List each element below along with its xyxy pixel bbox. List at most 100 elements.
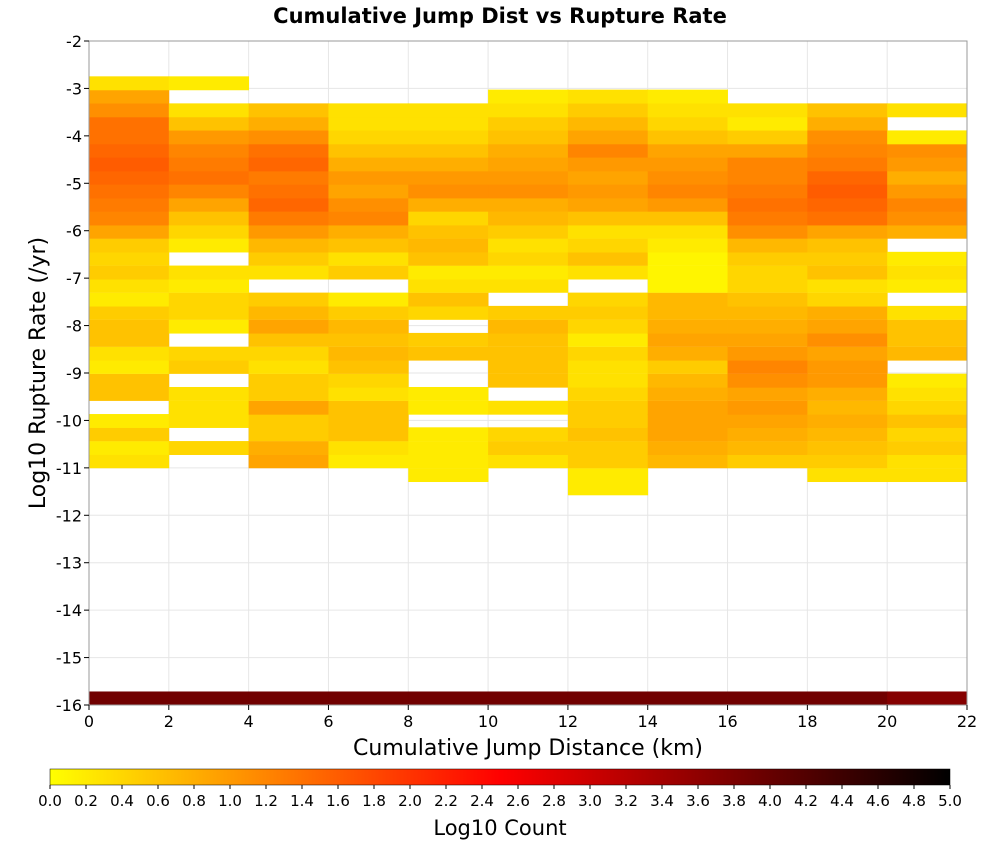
heatmap-cell [567,414,649,428]
heatmap-cell [89,130,170,145]
heatmap-cell [89,414,170,428]
heatmap-cell [727,157,808,172]
heatmap-cell [248,454,329,469]
heatmap-cell [727,238,808,253]
heatmap-cell [727,292,808,307]
y-tick-label: -3 [66,79,82,98]
heatmap-cell [328,197,409,212]
heatmap-cell [328,454,409,469]
heatmap-cell [89,184,170,199]
colorbar-tick-label: 4.4 [830,792,854,810]
heatmap-cell [567,89,649,104]
heatmap-cell [328,238,409,253]
heatmap-cell [647,305,728,320]
heatmap-cell [328,332,409,347]
heatmap-cell [248,319,329,334]
heatmap-cell [887,305,968,320]
heatmap-cell [488,278,569,293]
heatmap-cell [328,319,409,334]
heatmap-cell [807,319,888,334]
heatmap-cell [328,373,409,388]
colorbar-tick-label: 2.4 [470,792,494,810]
heatmap-cell [807,332,888,347]
y-axis-label: Log10 Rupture Rate (/yr) [26,237,51,509]
heatmap-cell [248,373,329,388]
heatmap-cell [887,346,968,361]
heatmap-cell [647,319,728,334]
heatmap-cell [647,373,728,388]
heatmap-cell [647,359,728,374]
heatmap-cell [807,184,888,199]
heatmap-cell [647,691,728,706]
heatmap-cell [647,346,728,361]
heatmap-cell [408,332,489,347]
heatmap-cell [168,116,250,131]
heatmap-cell [887,691,968,706]
heatmap-cell [248,346,329,361]
heatmap-cell [408,441,489,455]
heatmap-cell [89,238,170,253]
x-tick-label: 6 [323,712,333,731]
heatmap-cell [647,400,728,415]
heatmap-cell [328,184,409,199]
heatmap-cell [647,197,728,212]
heatmap-cell [328,251,409,266]
y-tick-label: -7 [66,269,82,288]
heatmap-cell [408,238,489,253]
heatmap-cell [328,130,409,145]
heatmap-cell [807,265,888,280]
heatmap-cell [488,332,569,347]
heatmap-cell [89,359,170,374]
heatmap-cell [807,427,888,442]
heatmap-cell [567,305,649,320]
heatmap-cell [647,89,728,104]
heatmap-cell [328,305,409,320]
heatmap-cell [567,319,649,334]
colorbar-tick-label: 4.0 [758,792,782,810]
heatmap-cell [89,197,170,212]
heatmap-cell [567,386,649,401]
heatmap-cell [567,427,649,442]
heatmap-cell [887,373,968,388]
heatmap-cell [488,319,569,334]
heatmap-cell [647,157,728,172]
y-tick-label: -13 [56,554,82,573]
heatmap-cell [488,400,569,415]
colorbar-tick-label: 2.8 [542,792,566,810]
heatmap-cell [168,414,250,428]
heatmap-cell [408,157,489,172]
colorbar-label: Log10 Count [433,816,566,840]
heatmap-cell [89,305,170,320]
colorbar-tick-label: 3.8 [722,792,746,810]
heatmap-cell [168,386,250,401]
heatmap-cell [168,400,250,415]
x-tick-label: 8 [403,712,413,731]
heatmap-cell [168,292,250,307]
heatmap-cell [488,441,569,455]
heatmap-cell [408,454,489,469]
heatmap-cell [408,184,489,199]
heatmap-cell [89,386,170,401]
heatmap-cell [807,238,888,253]
y-tick-label: -11 [56,459,82,478]
heatmap-cell [727,691,808,706]
heatmap-cell [727,224,808,239]
heatmap-cell [567,265,649,280]
heatmap-cell [488,346,569,361]
heatmap-cell [168,346,250,361]
heatmap-cell [488,197,569,212]
heatmap-cell [328,211,409,226]
heatmap-cell [89,103,170,118]
heatmap-cell [248,184,329,199]
heatmap-cell [488,454,569,469]
heatmap-cell [807,305,888,320]
colorbar-tick-label: 1.4 [290,792,314,810]
heatmap-cell [488,157,569,172]
heatmap-cell [567,184,649,199]
heatmap-cell [887,400,968,415]
heatmap-cell [89,292,170,307]
x-axis-label: Cumulative Jump Distance (km) [353,736,703,761]
colorbar-tick-label: 2.2 [434,792,458,810]
heatmap-cell [647,103,728,118]
